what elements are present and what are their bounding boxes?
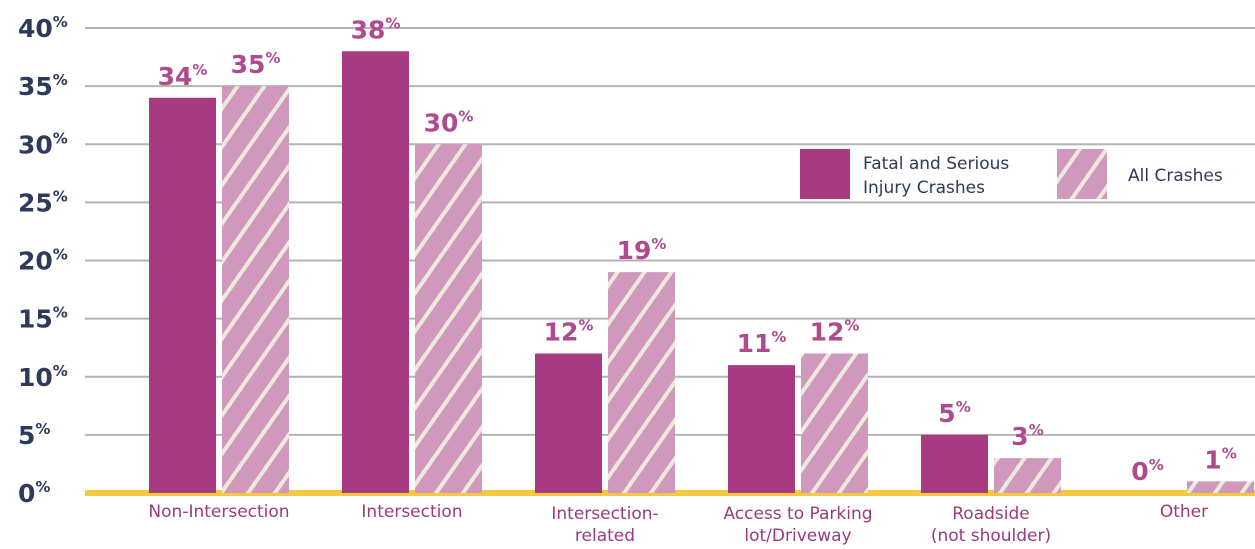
legend-label: Fatal and Serious Injury Crashes [863, 154, 1009, 198]
value-label: 35% [231, 49, 281, 80]
value-label: 5% [938, 397, 970, 428]
x-tick-label: Other [1160, 502, 1208, 522]
value-label: 12% [544, 316, 594, 347]
bar [222, 86, 289, 493]
y-tick-label: 20% [18, 245, 68, 276]
value-label: 11% [737, 328, 787, 359]
x-tick-label: Access to Parking lot/Driveway [723, 504, 872, 546]
bar [728, 365, 795, 493]
x-tick-label: Intersection-related [551, 504, 658, 546]
legend-label: All Crashes [1128, 166, 1223, 186]
value-label: 38% [351, 14, 401, 45]
value-label: 3% [1011, 421, 1043, 452]
value-label: 30% [424, 107, 474, 138]
bar [921, 434, 988, 493]
value-label: 12% [810, 316, 860, 347]
legend-swatch [1057, 149, 1107, 199]
value-label: 0% [1131, 456, 1163, 487]
y-tick-label: 40% [18, 13, 68, 44]
value-label: 1% [1204, 444, 1236, 475]
x-tick-label: Roadside (not shoulder) [931, 504, 1051, 546]
bar [801, 353, 868, 493]
y-tick-label: 25% [18, 187, 68, 218]
x-tick-label: Non-Intersection [148, 502, 289, 522]
bar [415, 144, 482, 493]
y-tick-label: 30% [18, 129, 68, 160]
y-tick-label: 0% [18, 478, 50, 509]
bar [608, 272, 675, 493]
x-tick-label: Intersection [361, 502, 462, 522]
bar [535, 353, 602, 493]
bar [342, 51, 409, 493]
y-tick-label: 10% [18, 361, 68, 392]
y-tick-label: 5% [18, 419, 50, 450]
bar [994, 458, 1061, 493]
y-tick-label: 15% [18, 303, 68, 334]
legend-swatch [800, 149, 850, 199]
bar [149, 97, 216, 493]
y-tick-label: 35% [18, 71, 68, 102]
value-label: 34% [158, 60, 208, 91]
value-label: 19% [617, 235, 667, 266]
bar [1187, 481, 1254, 493]
